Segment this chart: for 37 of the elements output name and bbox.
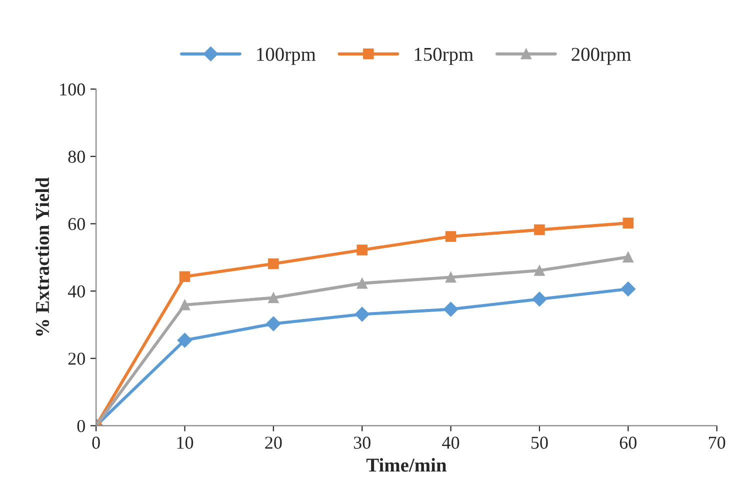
point xyxy=(532,292,547,307)
x-tick-label: 60 xyxy=(620,436,636,449)
y-axis-title: % Extraction Yield xyxy=(35,177,50,336)
legend-label: 150rpm xyxy=(414,48,474,65)
point xyxy=(443,302,458,317)
y-tick-label: 100 xyxy=(60,83,85,96)
y-tick-label: 80 xyxy=(68,150,85,163)
point xyxy=(622,252,634,262)
x-tick-label: 20 xyxy=(265,436,282,449)
x-tick-label: 40 xyxy=(442,436,460,449)
point xyxy=(266,316,281,332)
point xyxy=(445,231,456,242)
legend-label: 200rpm xyxy=(572,48,632,65)
y-tick-label: 40 xyxy=(68,285,85,298)
point xyxy=(534,224,545,236)
legend-label: 100rpm xyxy=(257,48,316,65)
point xyxy=(356,244,368,256)
point xyxy=(177,332,192,348)
x-tick-label: 10 xyxy=(177,436,194,449)
y-tick-label: 60 xyxy=(68,218,85,230)
point xyxy=(179,271,190,282)
x-tick-label: 0 xyxy=(92,436,100,449)
point xyxy=(354,306,370,322)
point xyxy=(179,299,190,310)
point xyxy=(268,258,279,270)
x-tick-label: 50 xyxy=(531,436,548,449)
y-tick-label: 0 xyxy=(77,420,85,432)
x-tick-label: 70 xyxy=(708,436,726,449)
point xyxy=(356,278,368,289)
x-tick-label: 30 xyxy=(354,436,370,449)
point xyxy=(445,272,456,283)
point xyxy=(268,292,279,304)
point xyxy=(620,282,636,296)
point xyxy=(622,218,634,228)
x-axis-title: Time/min xyxy=(366,458,446,472)
point xyxy=(534,265,545,276)
y-tick-label: 20 xyxy=(68,352,85,365)
